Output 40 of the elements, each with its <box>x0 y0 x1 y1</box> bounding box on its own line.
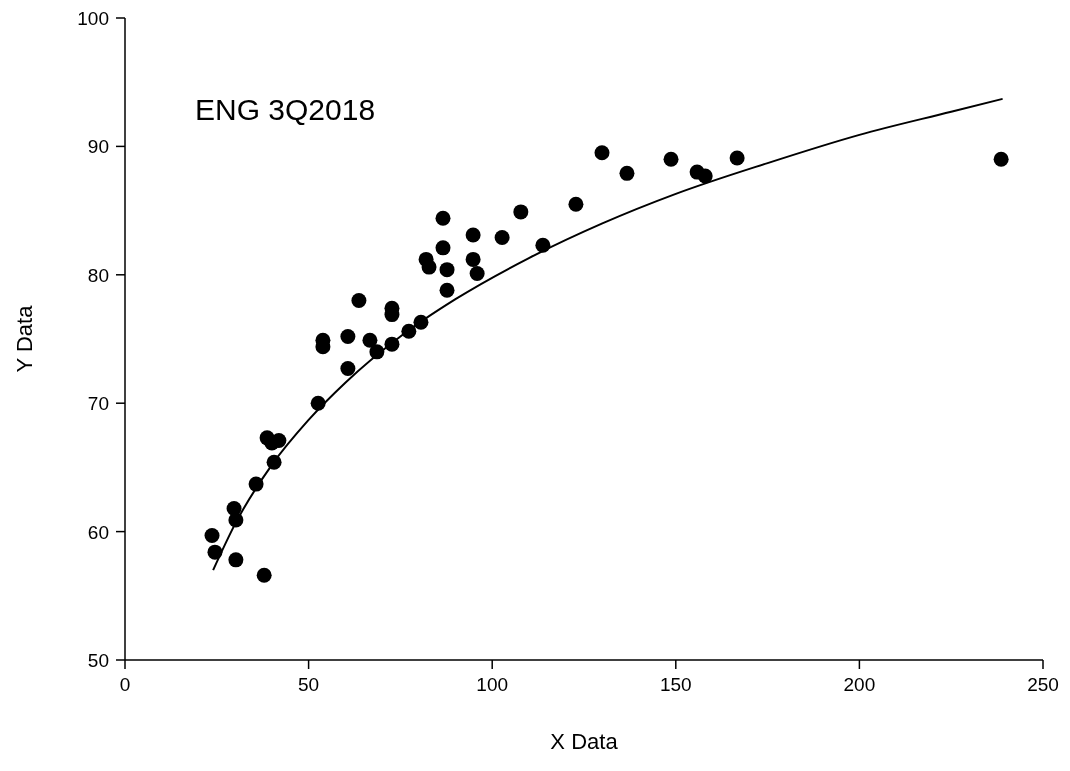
x-tick-label: 0 <box>119 674 131 695</box>
point <box>421 259 437 275</box>
point <box>226 500 242 516</box>
point <box>469 266 485 282</box>
x-tick-label: 250 <box>1027 674 1059 695</box>
x-tick-label: 50 <box>298 674 320 695</box>
y-axis-title: Y Data <box>12 304 37 373</box>
point <box>594 145 610 161</box>
point <box>513 204 529 220</box>
point <box>993 151 1009 167</box>
point <box>204 527 220 543</box>
point <box>351 292 367 308</box>
point <box>697 168 713 184</box>
y-tick-label: 90 <box>87 136 109 158</box>
point <box>435 210 451 226</box>
point <box>439 262 455 278</box>
point <box>256 567 272 583</box>
point <box>465 227 481 243</box>
point <box>729 150 745 166</box>
y-tick-label: 50 <box>87 650 109 671</box>
point <box>435 240 451 256</box>
y-tick-label: 60 <box>87 521 109 543</box>
point <box>494 230 510 246</box>
point <box>228 552 244 568</box>
point <box>362 332 378 348</box>
x-tick-label: 200 <box>843 674 876 695</box>
annotation: ENG 3Q2018 <box>195 93 376 126</box>
y-tick-label: 70 <box>87 393 109 415</box>
y-tick-label: 100 <box>77 8 109 29</box>
x-tick-label: 100 <box>476 674 509 695</box>
point <box>340 361 356 377</box>
point <box>439 282 455 298</box>
point <box>340 328 356 344</box>
x-axis-title: X Data <box>550 729 619 754</box>
point <box>568 196 584 212</box>
y-tick-label: 80 <box>87 264 109 286</box>
point <box>663 151 679 167</box>
point <box>465 251 481 267</box>
x-tick-label: 150 <box>659 674 692 695</box>
point <box>619 165 635 181</box>
